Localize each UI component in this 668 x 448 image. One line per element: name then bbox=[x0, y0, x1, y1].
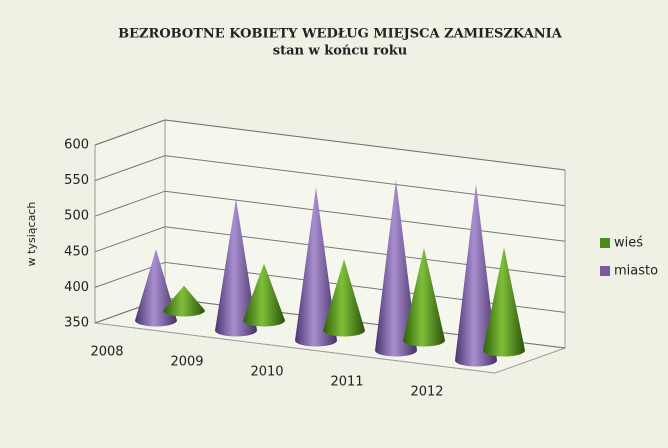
cone bbox=[323, 259, 365, 337]
y-tick-label: 550 bbox=[64, 173, 89, 188]
cone bbox=[295, 187, 337, 347]
cone bbox=[243, 263, 285, 327]
y-tick-label: 450 bbox=[64, 244, 89, 259]
legend-swatch bbox=[600, 238, 610, 248]
x-tick-label: 2011 bbox=[330, 375, 363, 390]
cone bbox=[455, 183, 497, 367]
cone bbox=[483, 247, 525, 357]
cone bbox=[375, 179, 417, 357]
y-tick-label: 500 bbox=[64, 209, 89, 224]
y-tick-label: 600 bbox=[64, 138, 89, 153]
cone bbox=[163, 285, 205, 317]
cone bbox=[403, 247, 445, 347]
grid-line bbox=[94, 226, 566, 278]
chart-title: BEZROBOTNE KOBIETY WEDŁUG MIEJSCA ZAMIES… bbox=[118, 27, 563, 42]
grid-line bbox=[94, 155, 566, 207]
x-tick-label: 2012 bbox=[410, 385, 443, 400]
legend-label: wieś bbox=[614, 236, 643, 251]
x-tick-label: 2010 bbox=[250, 365, 283, 380]
y-axis-label: w tysiącach bbox=[25, 202, 38, 267]
x-tick-label: 2009 bbox=[170, 355, 203, 370]
grid-line bbox=[94, 119, 566, 171]
y-tick-label: 400 bbox=[64, 280, 89, 295]
legend-swatch bbox=[600, 266, 610, 276]
x-tick-label: 2008 bbox=[90, 345, 123, 360]
cone bbox=[215, 198, 257, 337]
grid-line bbox=[94, 190, 566, 242]
y-tick-label: 350 bbox=[64, 316, 89, 331]
legend-label: miasto bbox=[614, 264, 658, 279]
chart-subtitle: stan w końcu roku bbox=[273, 44, 407, 59]
